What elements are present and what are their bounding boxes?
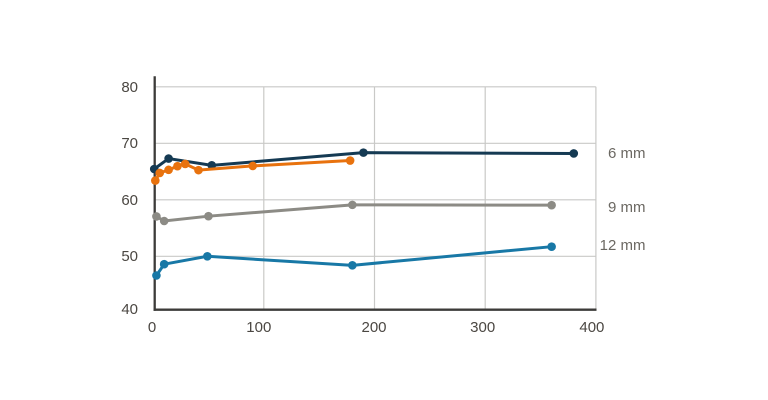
series-dot	[547, 242, 556, 251]
series-label-9-mm: 9 mm	[608, 198, 646, 216]
y-tick-label: 60	[121, 191, 138, 209]
series-dot	[173, 161, 182, 171]
series-dot	[152, 212, 161, 221]
series-dot	[159, 259, 169, 269]
series-dot	[180, 159, 190, 169]
series-label-12-mm: 12 mm	[599, 236, 646, 254]
series-dot	[359, 148, 368, 157]
series-dot	[547, 200, 556, 210]
series-label-6-mm: 6 mm	[608, 144, 646, 162]
y-tick-label: 50	[121, 248, 138, 266]
y-tick-label: 40	[121, 300, 138, 318]
series-dot	[155, 168, 165, 178]
x-tick-label: 300	[470, 319, 496, 336]
series-dot	[569, 149, 579, 158]
x-tick-label: 100	[246, 319, 272, 336]
series-dot	[151, 176, 160, 185]
series-dot	[204, 211, 213, 221]
series-dot	[203, 251, 212, 261]
x-tick-label: 0	[147, 319, 157, 336]
series-dot	[348, 200, 357, 210]
series-dot	[159, 216, 169, 226]
x-tick-label: 400	[579, 319, 605, 336]
series-dot	[348, 261, 357, 270]
y-tick-label: 70	[121, 135, 138, 153]
series-dot	[164, 154, 173, 163]
x-tick-label: 200	[361, 319, 387, 336]
series-line-12-mm	[155, 245, 552, 277]
series-dot	[164, 165, 173, 175]
series-dot	[152, 271, 161, 280]
y-tick-label: 80	[121, 78, 138, 96]
series-dot	[248, 161, 258, 171]
series-dot	[345, 156, 355, 165]
series-dot	[194, 165, 203, 175]
